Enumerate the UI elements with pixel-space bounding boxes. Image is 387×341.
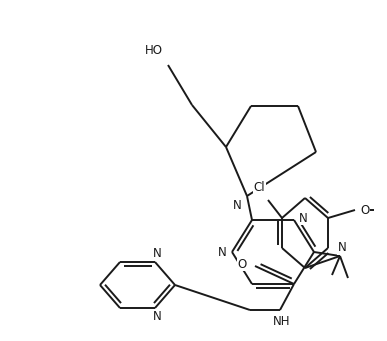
Text: N: N	[233, 199, 242, 212]
Text: N: N	[218, 246, 227, 258]
Text: N: N	[152, 310, 161, 323]
Text: O: O	[360, 204, 369, 217]
Text: N: N	[152, 247, 161, 260]
Text: N: N	[299, 211, 308, 224]
Text: NH: NH	[273, 315, 291, 328]
Text: O: O	[238, 257, 247, 270]
Text: Cl: Cl	[253, 181, 265, 194]
Text: N: N	[337, 241, 346, 254]
Text: HO: HO	[145, 44, 163, 57]
